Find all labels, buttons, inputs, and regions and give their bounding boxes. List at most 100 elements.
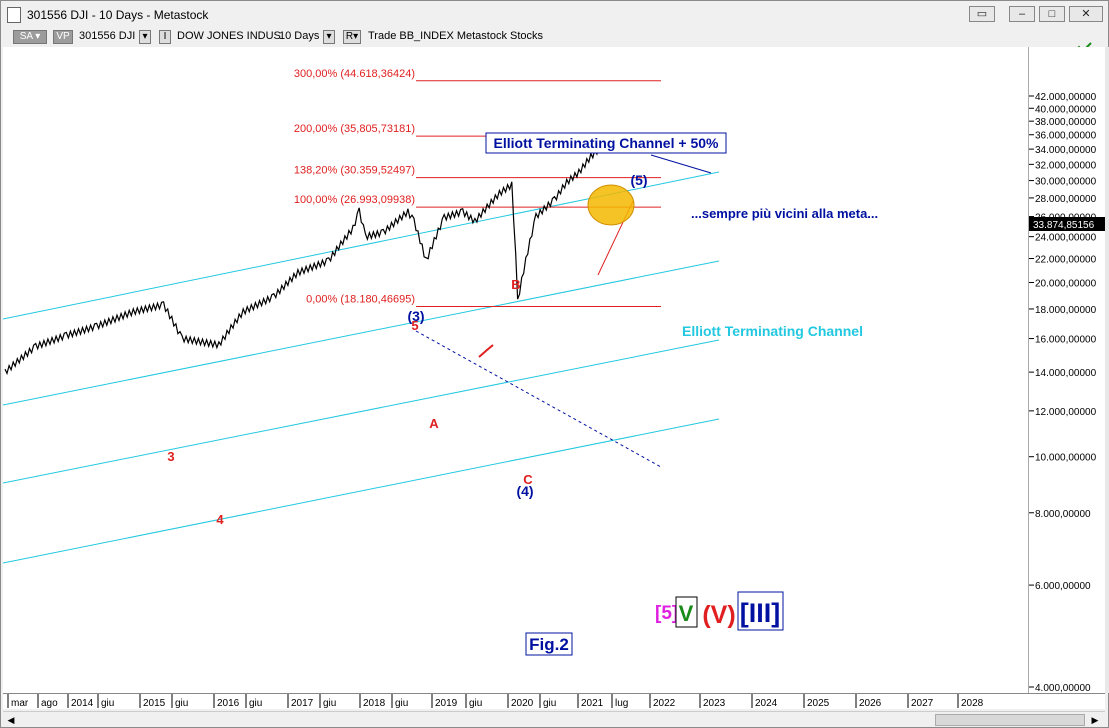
- degree-v-box: [675, 596, 698, 628]
- y-tick-label: 20.000,00000: [1035, 278, 1097, 289]
- y-tick-label: 32.000,00000: [1035, 160, 1097, 171]
- symbol-label: 301556 DJI: [79, 30, 136, 42]
- x-tick-label: 2027: [911, 698, 934, 709]
- x-tick-label: 2022: [653, 698, 676, 709]
- vertical-scrollbar[interactable]: [1105, 47, 1109, 693]
- scroll-right-icon[interactable]: ▶: [1091, 715, 1099, 725]
- x-tick-label: lug: [615, 698, 628, 709]
- x-tick-label: 2015: [143, 698, 166, 709]
- y-tick-label: 42.000,00000: [1035, 92, 1097, 103]
- minor-wave-4-label: 4: [216, 512, 224, 527]
- period-label: 10 Days: [279, 30, 320, 42]
- restore-icon[interactable]: ▭: [969, 6, 995, 22]
- x-tick-label: giu: [543, 698, 556, 709]
- y-tick-label: 36.000,00000: [1035, 131, 1097, 142]
- x-tick-label: giu: [175, 698, 188, 709]
- wave-3-label: (3): [407, 308, 424, 324]
- x-tick-label: 2024: [755, 698, 778, 709]
- x-tick-label: 2023: [703, 698, 726, 709]
- degree-5-label: [5]: [655, 603, 678, 624]
- scroll-left-icon[interactable]: ◀: [7, 715, 15, 725]
- minimize-button[interactable]: –: [1009, 6, 1035, 22]
- fib-level-label: 138,20% (30.359,52497): [294, 165, 415, 177]
- degree-iii-label: [III]: [740, 598, 781, 628]
- chart-svg: 300,00% (44.618,36424) 200,00% (35,805,73…: [2, 68, 878, 656]
- y-tick-label: 24.000,00000: [1035, 233, 1097, 244]
- degree-v-circle-label: (V): [702, 601, 735, 629]
- r-button[interactable]: R▾: [343, 30, 361, 44]
- x-tick-label: giu: [323, 698, 336, 709]
- chart-plot-area[interactable]: 300,00% (44.618,36424) 200,00% (35,805,73…: [2, 47, 1029, 693]
- wave-5-label: (5): [630, 172, 647, 188]
- target-zone-highlight: [587, 184, 635, 226]
- x-tick-label: 2018: [363, 698, 386, 709]
- lower-channel-line: [2, 418, 720, 564]
- sa-button[interactable]: SA ▾: [13, 30, 47, 44]
- document-icon: [7, 7, 21, 23]
- fib-level-label: 100,00% (26.993,09938): [294, 194, 415, 206]
- wave-c-label: C: [523, 472, 533, 487]
- y-tick-label: 16.000,00000: [1035, 335, 1097, 346]
- x-tick-label: 2021: [581, 698, 604, 709]
- y-tick-label: 34.000,00000: [1035, 145, 1097, 156]
- x-tick-label: ago: [41, 698, 58, 709]
- y-tick-label: 6.000,00000: [1035, 581, 1091, 592]
- x-tick-label: 2028: [961, 698, 984, 709]
- channel-plus-50-box: [485, 132, 727, 154]
- y-tick-label: 12.000,00000: [1035, 407, 1097, 418]
- upper-channel-line: [2, 260, 720, 406]
- window-title: 301556 DJI - 10 Days - Metastock: [27, 8, 209, 22]
- x-tick-label: giu: [249, 698, 262, 709]
- symbol-dropdown-icon[interactable]: ▾: [139, 30, 151, 44]
- x-tick-label: 2020: [511, 698, 534, 709]
- y-tick-label: 22.000,00000: [1035, 255, 1097, 266]
- x-axis[interactable]: mar ago 2014 giu 2015 giu 2016 giu 2017 giu 2018 gi…: [3, 693, 1105, 709]
- y-axis-svg: 4.000,00000 6.000,00000 8.000,00000 10.000,…: [1029, 92, 1105, 694]
- label-pointer-line: [650, 154, 712, 174]
- degree-v-label: V: [679, 601, 694, 626]
- channel-plus-50-label: Elliott Terminating Channel + 50%: [494, 135, 719, 151]
- period-dropdown-icon[interactable]: ▾: [323, 30, 335, 44]
- wave-b-label: B: [511, 277, 520, 292]
- x-tick-label: 2014: [71, 698, 94, 709]
- minor-wave-3-label: 3: [167, 449, 174, 464]
- vp-button[interactable]: VP: [53, 30, 73, 44]
- x-tick-label: 2016: [217, 698, 240, 709]
- x-axis-svg: mar ago 2014 giu 2015 giu 2016 giu 2017 giu 2018 gi…: [7, 694, 984, 709]
- degree-iii-box: [737, 591, 784, 631]
- wave-4-label: (4): [516, 483, 533, 499]
- channel-label: Elliott Terminating Channel: [682, 323, 863, 339]
- minor-wave-5-label: 5: [411, 318, 418, 333]
- y-tick-label: 18.000,00000: [1035, 305, 1097, 316]
- horizontal-scrollbar[interactable]: ◀ ▶: [3, 711, 1105, 727]
- fib-level-label: 0,00% (18.180,46695): [306, 293, 415, 305]
- y-tick-label: 4.000,00000: [1035, 683, 1091, 693]
- indicator-icon[interactable]: I: [159, 30, 171, 44]
- channel-lines: [2, 171, 720, 564]
- y-tick-label: 14.000,00000: [1035, 368, 1097, 379]
- x-tick-label: giu: [101, 698, 114, 709]
- x-tick-label: 2017: [291, 698, 314, 709]
- scroll-thumb[interactable]: [935, 714, 1085, 726]
- y-tick-label: 30.000,00000: [1035, 177, 1097, 188]
- fib-level-label: 200,00% (35,805,73181): [294, 123, 415, 135]
- x-tick-label: 2026: [859, 698, 882, 709]
- price-line: [4, 144, 604, 376]
- x-tick-label: mar: [11, 698, 29, 709]
- last-price-box: [1029, 217, 1105, 231]
- x-tick-label: 2019: [435, 698, 458, 709]
- x-tick-label: 2025: [807, 698, 830, 709]
- y-tick-label: 10.000,00000: [1035, 453, 1097, 464]
- y-axis[interactable]: 4.000,00000 6.000,00000 8.000,00000 10.000,…: [1029, 47, 1105, 694]
- y-tick-label: 40.000,00000: [1035, 104, 1097, 115]
- fibonacci-levels: 300,00% (44.618,36424) 200,00% (35,805,73…: [294, 68, 661, 307]
- r-label: R: [345, 31, 354, 42]
- fib-level-label: 300,00% (44.618,36424): [294, 68, 415, 80]
- close-button[interactable]: ✕: [1069, 6, 1103, 22]
- wave-b-marker: [478, 344, 494, 358]
- comment-label: ...sempre più vicini alla meta...: [691, 206, 878, 221]
- trade-info: Trade BB_INDEX Metastock Stocks: [368, 30, 544, 42]
- maximize-button[interactable]: □: [1039, 6, 1065, 22]
- x-tick-label: giu: [395, 698, 408, 709]
